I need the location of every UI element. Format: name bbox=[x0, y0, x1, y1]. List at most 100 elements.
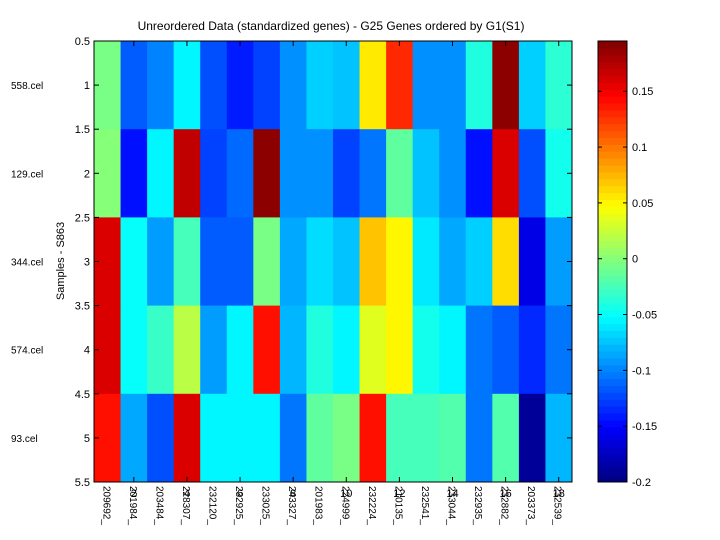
heatmap-cell bbox=[386, 305, 414, 395]
colorbar-swatch bbox=[598, 419, 627, 428]
colorbar-swatch bbox=[598, 378, 627, 387]
y-tick-label: 3 bbox=[84, 257, 90, 269]
row-label: 344.cel bbox=[11, 258, 43, 269]
colorbar-swatch bbox=[598, 123, 627, 132]
colorbar-tick-label: 0 bbox=[632, 254, 638, 266]
colorbar-swatch bbox=[598, 344, 627, 352]
colorbar-swatch bbox=[598, 309, 627, 318]
row-label: 129.cel bbox=[11, 169, 43, 180]
colorbar-swatch bbox=[598, 165, 627, 173]
heatmap-cell bbox=[147, 129, 175, 218]
heatmap-cell bbox=[492, 41, 520, 130]
heatmap-cell bbox=[147, 217, 175, 306]
colorbar-swatch bbox=[598, 357, 627, 366]
heatmap-cell bbox=[465, 393, 493, 483]
heatmap-cell bbox=[518, 41, 546, 130]
x-tick-label: 10 bbox=[340, 488, 352, 500]
colorbar-swatch bbox=[598, 137, 627, 145]
heatmap-cell bbox=[253, 393, 281, 483]
colorbar-tick-label: -0.1 bbox=[632, 365, 651, 377]
colorbar-swatch bbox=[598, 289, 627, 297]
heatmap-cell bbox=[518, 217, 546, 306]
column-label: 228307_ bbox=[180, 486, 191, 525]
heatmap-cell bbox=[200, 393, 228, 483]
colorbar-swatch bbox=[598, 351, 627, 359]
colorbar-swatch bbox=[598, 295, 627, 304]
colorbar-swatch bbox=[598, 185, 627, 194]
colorbar-tick-label: -0.15 bbox=[632, 421, 657, 433]
heatmap-cell bbox=[279, 305, 307, 395]
colorbar-swatch bbox=[598, 227, 627, 235]
heatmap-cell bbox=[359, 129, 387, 218]
column-label: 232224_ bbox=[366, 486, 377, 525]
colorbar-swatch bbox=[598, 247, 627, 256]
heatmap-cell bbox=[386, 217, 414, 306]
heatmap-cell bbox=[253, 305, 281, 395]
colorbar-swatch bbox=[598, 413, 627, 421]
column-label: 233044_ bbox=[446, 486, 457, 525]
heatmap-cell bbox=[465, 305, 493, 395]
y-tick-label: 3.5 bbox=[75, 301, 90, 313]
column-label: 232935_ bbox=[472, 486, 483, 525]
y-axis-label: Samples - S863 bbox=[55, 222, 67, 300]
heatmap-cell bbox=[279, 41, 307, 130]
column-label: 201983_ bbox=[313, 486, 324, 525]
colorbar-tick-label: -0.2 bbox=[632, 477, 651, 489]
heatmap-cell bbox=[386, 41, 414, 130]
heatmap-cell bbox=[465, 41, 493, 130]
heatmap-cell bbox=[173, 217, 201, 306]
colorbar-swatch bbox=[598, 364, 627, 373]
x-tick-label: 14 bbox=[446, 488, 458, 500]
colorbar-swatch bbox=[598, 47, 627, 56]
heatmap-cell bbox=[465, 129, 493, 218]
y-tick-label: 0.5 bbox=[75, 36, 90, 48]
y-tick-label: 2.5 bbox=[75, 212, 90, 224]
heatmap-cell bbox=[359, 393, 387, 483]
heatmap-cell bbox=[386, 393, 414, 483]
column-label: 233025_ bbox=[260, 486, 271, 525]
x-tick-label: 16 bbox=[499, 488, 511, 500]
colorbar-swatch bbox=[598, 178, 627, 187]
colorbar-swatch bbox=[598, 316, 627, 325]
colorbar-swatch bbox=[598, 68, 627, 76]
column-label: 203484_ bbox=[153, 486, 164, 525]
colorbar-frame bbox=[597, 40, 628, 483]
heatmap-cell bbox=[279, 217, 307, 306]
heatmap-cell bbox=[306, 393, 334, 483]
colorbar-swatch bbox=[598, 406, 627, 414]
heatmap-cell bbox=[359, 217, 387, 306]
colorbar-swatch bbox=[598, 158, 627, 166]
colorbar-swatch bbox=[598, 75, 627, 83]
heatmap-cell bbox=[306, 217, 334, 306]
heatmap-cell bbox=[359, 41, 387, 130]
column-label: 243327_ bbox=[286, 486, 297, 525]
heatmap-cell bbox=[333, 393, 360, 483]
column-label: 203373_ bbox=[525, 486, 536, 525]
colorbar-swatch bbox=[598, 144, 627, 152]
row-label: 93.cel bbox=[11, 434, 38, 445]
heatmap-cell bbox=[306, 305, 334, 395]
colorbar-swatch bbox=[598, 392, 627, 400]
colorbar-swatch bbox=[598, 109, 627, 118]
heatmap-cell bbox=[120, 129, 148, 218]
heatmap-cell bbox=[226, 305, 254, 395]
y-tick-label: 4.5 bbox=[75, 389, 90, 401]
colorbar-tick-label: -0.05 bbox=[632, 310, 657, 322]
y-tick-label: 1 bbox=[84, 80, 90, 92]
colorbar-swatch bbox=[598, 323, 627, 331]
heatmap-cell bbox=[333, 217, 360, 306]
heatmap-cell bbox=[333, 305, 360, 395]
colorbar-tick-label: 0.15 bbox=[632, 86, 653, 98]
x-tick-label: 8 bbox=[290, 488, 296, 500]
heatmap-cell bbox=[147, 305, 175, 395]
colorbar-swatch bbox=[598, 282, 627, 290]
heatmap-cell bbox=[518, 393, 546, 483]
column-label: 232120_ bbox=[207, 486, 218, 525]
y-tick-label: 1.5 bbox=[75, 124, 90, 136]
heatmap-cells bbox=[94, 41, 573, 483]
heatmap-cell bbox=[492, 305, 520, 395]
heatmap-cell bbox=[279, 393, 307, 483]
heatmap-cell bbox=[253, 41, 281, 130]
colorbar-swatch bbox=[598, 233, 627, 242]
